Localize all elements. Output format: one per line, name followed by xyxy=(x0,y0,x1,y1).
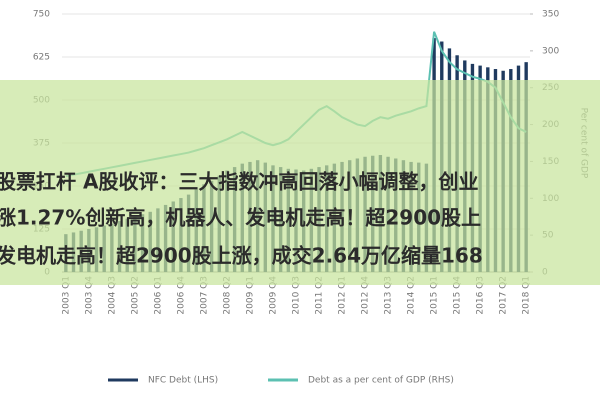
x-tick-label: 2009 Q4 xyxy=(268,276,278,315)
x-tick-label: 2006 Q4 xyxy=(176,276,186,315)
x-tick-label: 2008 Q2 xyxy=(222,276,232,315)
legend-label: Debt as a per cent of GDP (RHS) xyxy=(308,376,454,386)
y-tick-label: 750 xyxy=(33,10,50,20)
y-tick-label: 625 xyxy=(33,53,50,63)
banner-text: 发电机走高！超2900股上涨，成交2.64万亿缩量168 xyxy=(0,244,483,268)
x-tick-label: 2010 Q3 xyxy=(292,276,302,315)
x-tick-label: 2017 Q2 xyxy=(499,276,509,315)
x-tick-label: 2012 Q1 xyxy=(338,276,348,315)
x-tick-label: 2007 Q3 xyxy=(199,276,209,315)
legend-label: NFC Debt (LHS) xyxy=(148,376,218,386)
x-tick-label: 2011 Q2 xyxy=(315,276,325,315)
x-tick-label: 2012 Q4 xyxy=(361,276,371,315)
x-tick-label: 2005 Q2 xyxy=(130,276,140,315)
y2-tick-label: 300 xyxy=(542,46,559,56)
x-tick-label: 2015 Q4 xyxy=(453,276,463,315)
x-tick-label: 2009 Q1 xyxy=(245,276,255,315)
x-tick-label: 2003 Q4 xyxy=(84,276,94,315)
x-tick-label: 2015 Q1 xyxy=(430,276,440,315)
x-tick-label: 2013 Q3 xyxy=(384,276,394,315)
x-tick-label: 2003 Q1 xyxy=(61,276,71,315)
x-tick-label: 2014 Q2 xyxy=(407,276,417,315)
x-tick-label: 2004 Q3 xyxy=(107,276,117,315)
banner-text: 股票扛杆 A股收评：三大指数冲高回落小幅调整，创业 xyxy=(0,170,478,194)
banner-text: 涨1.27%创新高，机器人、发电机走高！超2900股上 xyxy=(0,206,481,230)
banner xyxy=(0,80,600,285)
x-tick-label: 2018 Q1 xyxy=(522,276,532,315)
x-tick-label: 2016 Q3 xyxy=(476,276,486,315)
x-tick-label: 2006 Q1 xyxy=(153,276,163,315)
y2-tick-label: 350 xyxy=(542,10,559,20)
